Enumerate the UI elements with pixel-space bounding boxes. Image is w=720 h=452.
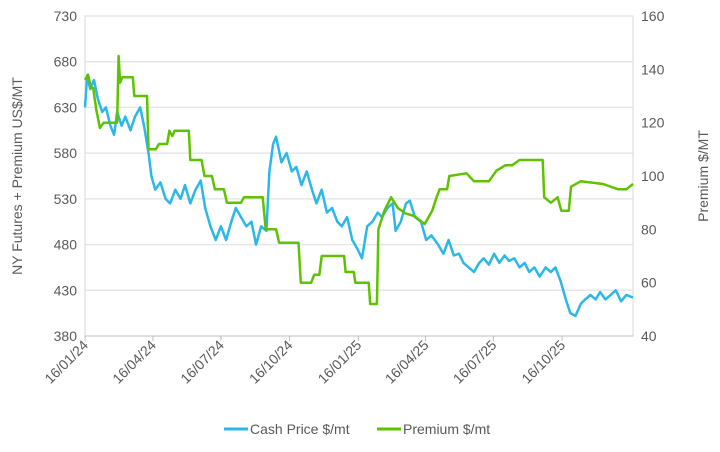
gridlines [85, 60, 633, 292]
series-lines [83, 54, 634, 318]
right-axis-label: Premium $/MT [695, 130, 711, 222]
y2-tick-label: 120 [641, 115, 665, 131]
x-tick-label: 16/01/24 [41, 337, 91, 387]
x-tick-label: 16/04/25 [382, 337, 432, 387]
left-axis-ticks: 380 430 480 530 580 630 680 730 [54, 8, 78, 344]
premium-line [83, 54, 634, 306]
right-axis-ticks: 40 60 80 100 120 140 160 [641, 8, 665, 344]
x-tick-label: 16/07/25 [450, 337, 500, 387]
x-axis-ticks: 16/01/24 16/04/24 16/07/24 16/10/24 16/01/25… [41, 335, 633, 387]
x-tick-label: 16/10/25 [518, 337, 568, 387]
x-tick-label: 16/10/24 [246, 337, 296, 387]
y2-tick-label: 140 [641, 61, 665, 77]
y-tick-label: 530 [54, 191, 78, 207]
cash-price-line [83, 74, 634, 318]
y-tick-label: 730 [54, 8, 78, 24]
y-tick-label: 580 [54, 145, 78, 161]
plot-border [84, 15, 634, 337]
y2-tick-label: 60 [641, 275, 657, 291]
y-tick-label: 480 [54, 237, 78, 253]
y-tick-label: 680 [54, 54, 78, 70]
y-tick-label: 630 [54, 99, 78, 115]
y2-tick-label: 40 [641, 328, 657, 344]
legend-label-premium: Premium $/mt [403, 421, 490, 437]
legend: Cash Price $/mt Premium $/mt [224, 421, 490, 437]
left-axis-label: NY Futures + Premium US$/MT [9, 77, 25, 275]
x-tick-label: 16/04/24 [109, 337, 159, 387]
y2-tick-label: 80 [641, 221, 657, 237]
legend-label-cash: Cash Price $/mt [250, 421, 350, 437]
x-tick-label: 16/01/25 [315, 337, 365, 387]
y2-tick-label: 160 [641, 8, 665, 24]
y2-tick-label: 100 [641, 168, 665, 184]
x-tick-label: 16/07/24 [177, 337, 227, 387]
y-tick-label: 380 [54, 328, 78, 344]
y-tick-label: 430 [54, 282, 78, 298]
